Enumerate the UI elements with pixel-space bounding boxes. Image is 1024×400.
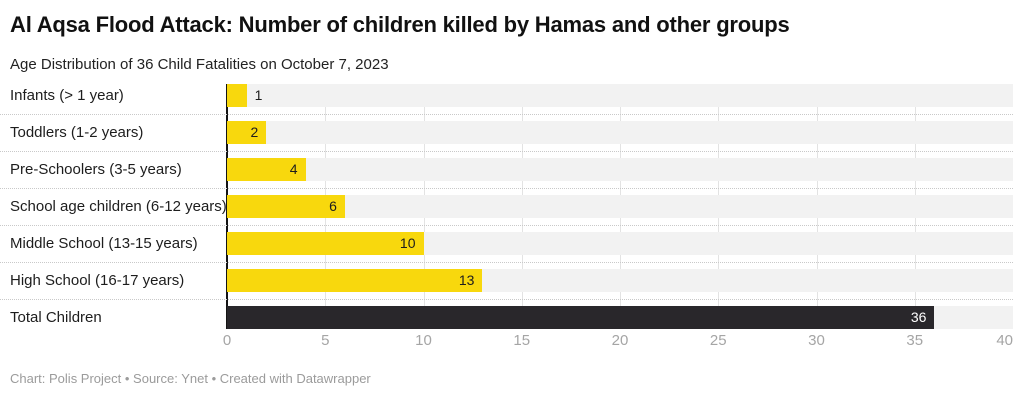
value-label: 13 [458, 272, 475, 288]
chart-footer-attribution: Chart: Polis Project • Source: Ynet • Cr… [10, 371, 371, 386]
chart-row: Pre-Schoolers (3-5 years) 4 [0, 158, 1024, 195]
chart-row: Infants (> 1 year) 1 [0, 84, 1024, 121]
category-label: High School (16-17 years) [10, 272, 185, 289]
value-label: 1 [254, 87, 263, 103]
bar-chart: Infants (> 1 year) 1 Toddlers (1-2 years) 2… [0, 84, 1024, 330]
category-label: Pre-Schoolers (3-5 years) [10, 161, 182, 178]
value-label: 10 [399, 235, 416, 251]
chart-row: Toddlers (1-2 years) 2 [0, 121, 1024, 158]
value-label: 2 [250, 124, 259, 140]
row-band: 13 [227, 269, 1013, 292]
chart-row: Middle School (13-15 years) 10 [0, 232, 1024, 269]
row-separator [0, 151, 1013, 152]
value-label: 6 [329, 198, 337, 214]
row-separator [0, 262, 1013, 263]
x-tick-label-15: 15 [513, 332, 531, 349]
x-tick-label-0: 0 [222, 332, 232, 349]
row-separator [0, 188, 1013, 189]
category-label: School age children (6-12 years) [10, 198, 227, 215]
row-separator [0, 225, 1013, 226]
x-tick-label-25: 25 [709, 332, 727, 349]
value-label: 4 [289, 161, 298, 177]
chart-row: Total Children 36 [0, 306, 1024, 329]
chart-title: Al Aqsa Flood Attack: Number of children… [10, 12, 790, 37]
bar-middle-school-13-15-years [227, 232, 424, 255]
bar-total-children [227, 306, 935, 329]
bar-pre-schoolers-3-5-years [227, 158, 306, 181]
category-label: Toddlers (1-2 years) [10, 124, 144, 141]
row-band: 36 [227, 306, 1013, 329]
category-label: Infants (> 1 year) [10, 87, 124, 104]
row-band: 6 [227, 195, 1013, 218]
row-band: 4 [227, 158, 1013, 181]
chart-row: High School (16-17 years) 13 [0, 269, 1024, 306]
x-tick-label-10: 10 [415, 332, 432, 349]
bar-infants-1-year [227, 84, 247, 107]
x-axis: 0 5 10 15 20 25 30 35 40 [223, 331, 1013, 351]
x-tick-label-20: 20 [611, 332, 629, 349]
bar-toddlers-1-2-years [227, 121, 267, 144]
row-band: 10 [227, 232, 1013, 255]
x-tick-label-35: 35 [906, 332, 924, 349]
category-label: Middle School (13-15 years) [10, 235, 198, 252]
x-tick-label-40: 40 [996, 332, 1013, 349]
x-tick-label-5: 5 [321, 332, 330, 349]
row-separator [0, 114, 1013, 115]
row-band: 1 [227, 84, 1013, 107]
category-label: Total Children [10, 309, 102, 326]
row-band: 2 [227, 121, 1013, 144]
x-tick-label-30: 30 [808, 332, 825, 349]
value-label: 36 [910, 309, 927, 325]
row-separator [0, 299, 1013, 300]
chart-rows: Infants (> 1 year) 1 Toddlers (1-2 years) 2… [0, 84, 1024, 329]
bar-school-age-children-6-12-years [227, 195, 345, 218]
bar-high-school-16-17-years [227, 269, 483, 292]
chart-row: School age children (6-12 years) 6 [0, 195, 1024, 232]
chart-subtitle: Age Distribution of 36 Child Fatalities … [10, 56, 389, 73]
